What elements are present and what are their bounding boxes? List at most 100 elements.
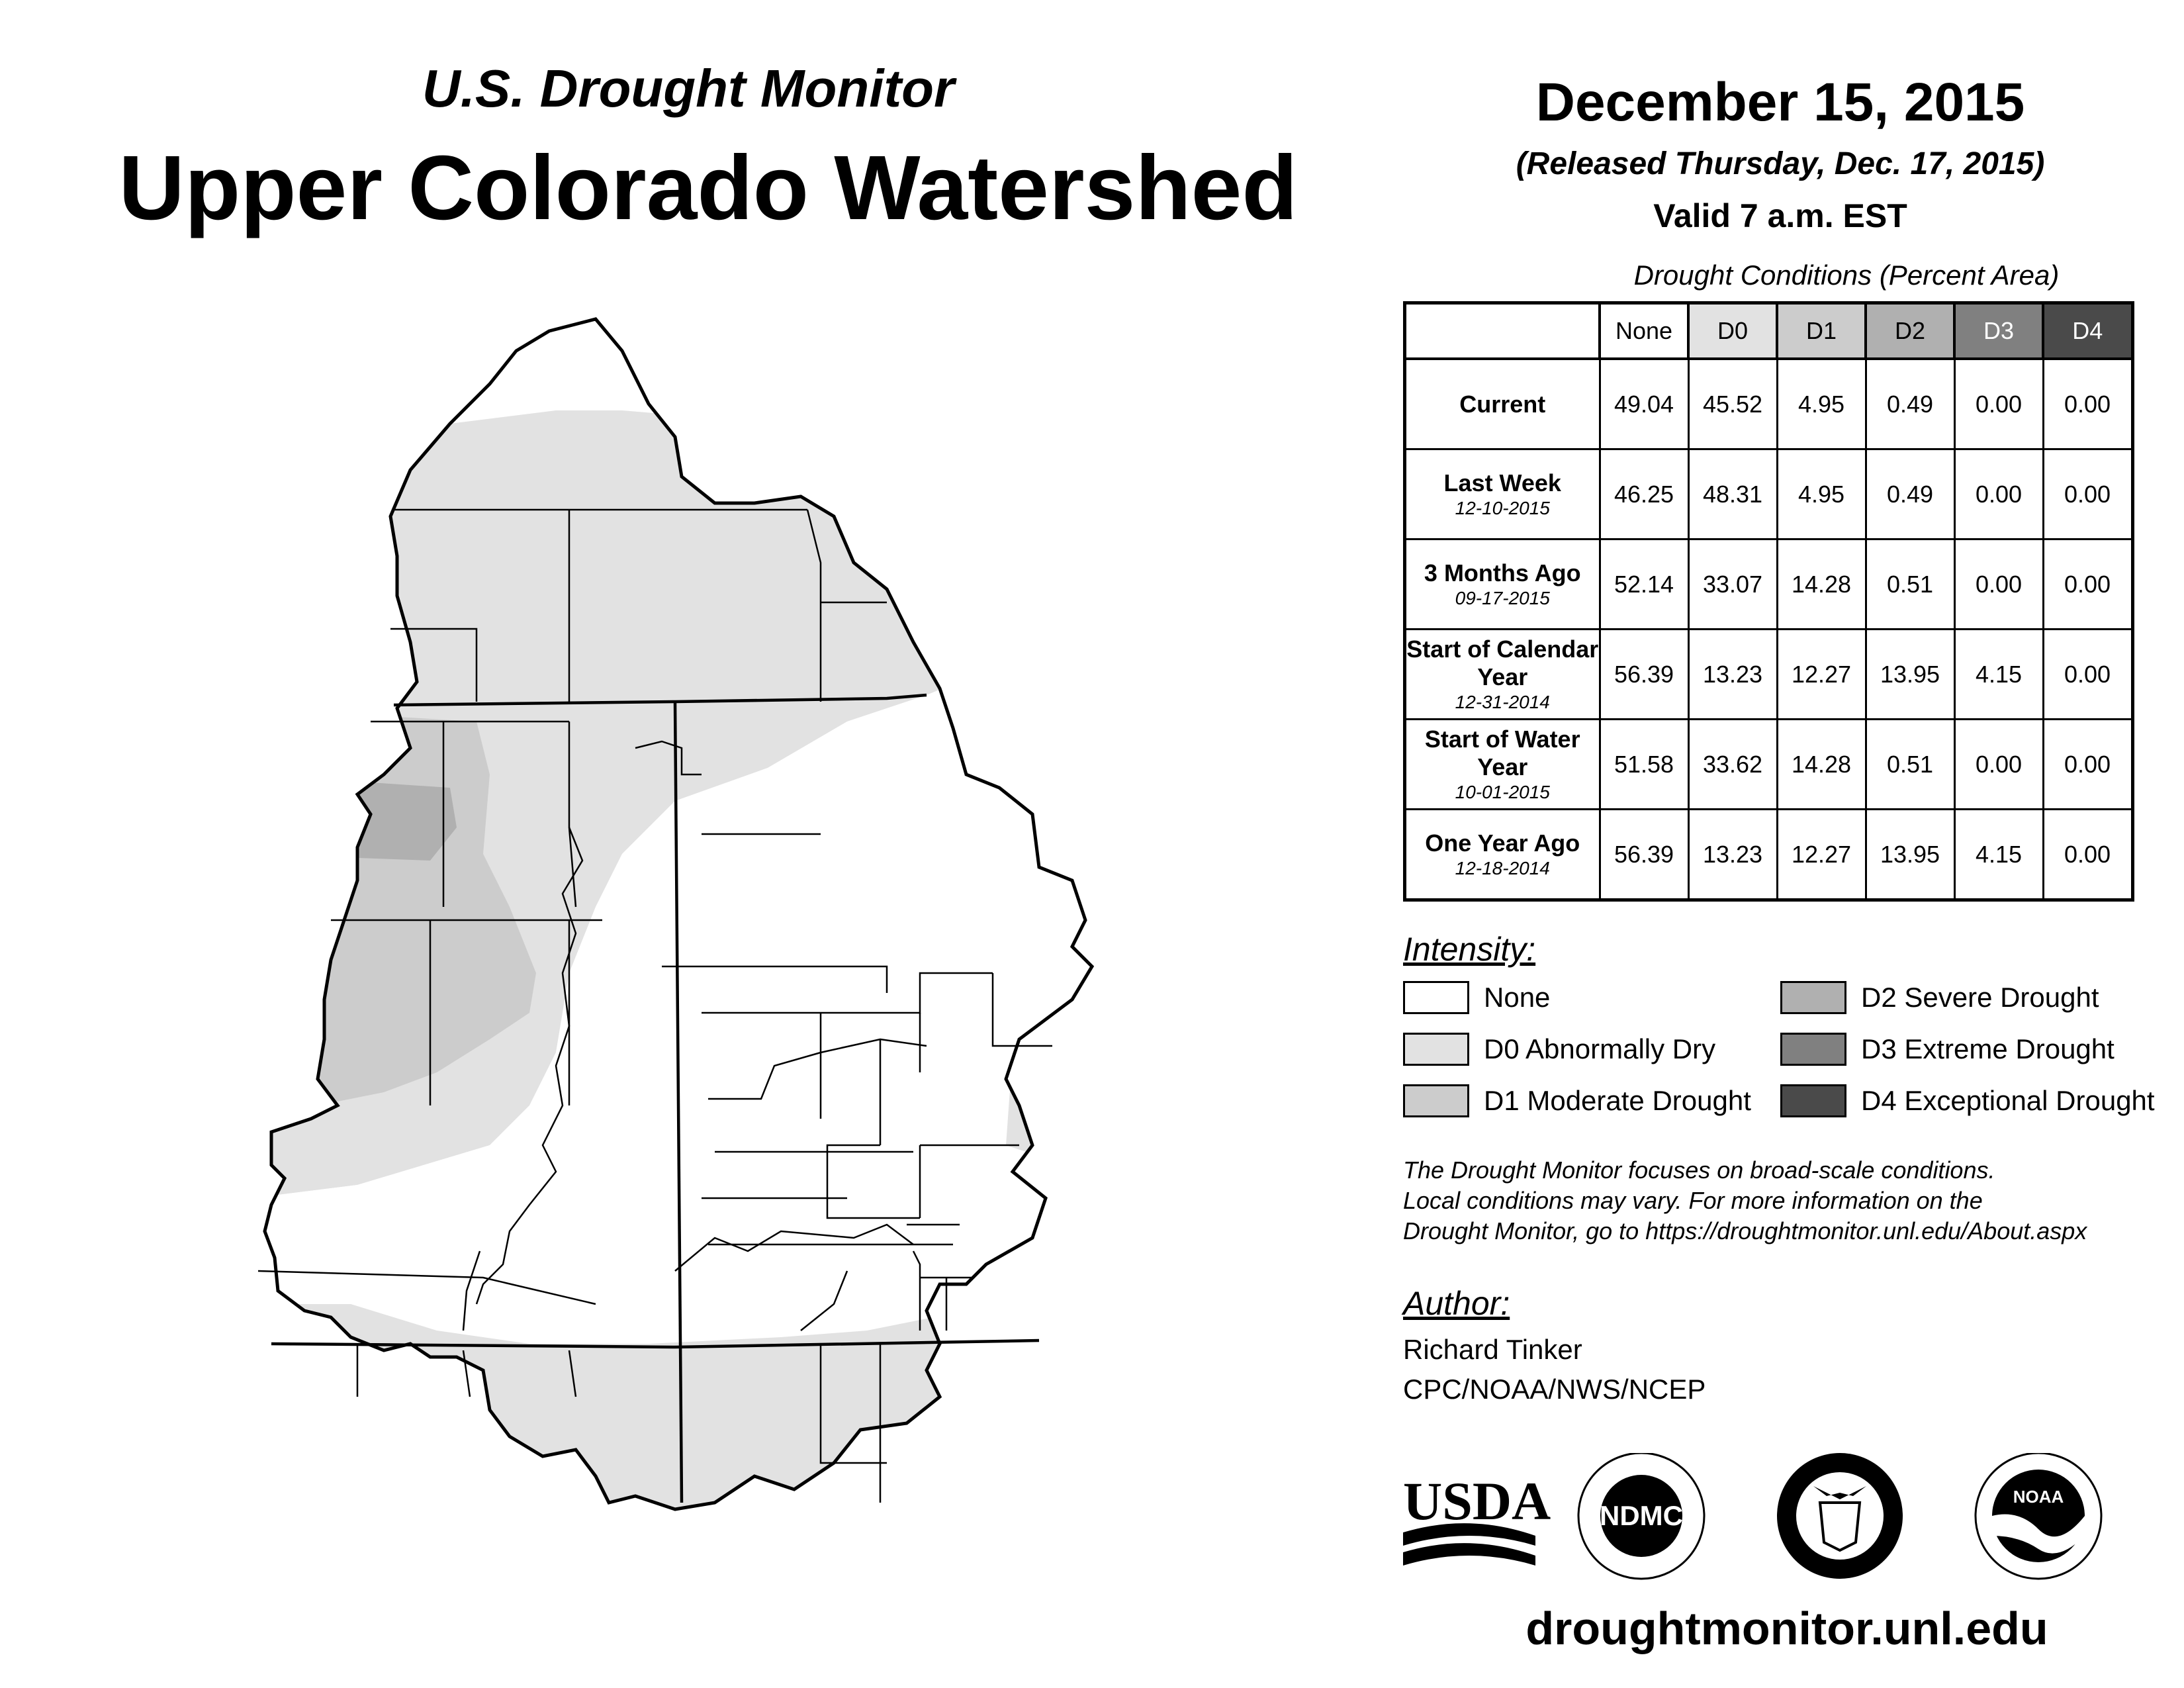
- row-date: 10-01-2015: [1455, 781, 1550, 802]
- table-cell: 4.15: [1953, 808, 2044, 901]
- disclaimer-line: The Drought Monitor focuses on broad-sca…: [1403, 1156, 1995, 1184]
- row-date: 12-10-2015: [1455, 497, 1550, 518]
- table-cell: 12.27: [1776, 628, 1867, 720]
- table-cell: 0.00: [2042, 448, 2134, 540]
- author-name: Richard Tinker: [1403, 1334, 1582, 1365]
- noaa-text: NOAA: [2013, 1487, 2064, 1507]
- disclaimer-line: Drought Monitor, go to https://droughtmo…: [1403, 1217, 2087, 1244]
- usda-text: USDA: [1403, 1471, 1551, 1531]
- table-cell: 4.95: [1776, 357, 1867, 450]
- table-cell: 14.28: [1776, 538, 1867, 630]
- table-cell: 0.00: [1953, 448, 2044, 540]
- table-cell: 0.00: [1953, 718, 2044, 810]
- basin-outline: [263, 317, 1095, 1511]
- legend-swatch: [1403, 1033, 1469, 1066]
- table-row: Last Week 12-10-2015 46.25 48.31 4.95 0.49 0.0…: [1404, 448, 2134, 540]
- drought-map: [257, 317, 1095, 1511]
- drought-conditions-table: None D0 D1 D2 D3 D4 Current 49.04 45.52 4.9…: [1403, 301, 2134, 902]
- table-cell: 13.23: [1687, 628, 1778, 720]
- table-row: One Year Ago 12-18-2014 56.39 13.23 12.27 13.…: [1404, 808, 2134, 901]
- table-cell: 13.23: [1687, 808, 1778, 901]
- county-border-river: [475, 827, 584, 1305]
- shield-icon: [1818, 1501, 1862, 1552]
- noaa-bird-icon: [1992, 1514, 2085, 1554]
- usda-logo: USDA: [1403, 1471, 1551, 1566]
- table-header-row: None D0 D1 D2 D3 D4: [1404, 301, 2134, 360]
- table-cell: 4.15: [1953, 628, 2044, 720]
- header-cell: None: [1598, 301, 1690, 360]
- table-cell: 49.04: [1598, 357, 1690, 450]
- table-cell: 56.39: [1598, 628, 1690, 720]
- row-label: 3 Months Ago 09-17-2015: [1404, 538, 1601, 630]
- table-cell: 14.28: [1776, 718, 1867, 810]
- row-label-text: Start of Water Year: [1424, 725, 1580, 780]
- table-cell: 12.27: [1776, 808, 1867, 901]
- legend-label: D4 Exceptional Drought: [1861, 1085, 2155, 1116]
- table-row: Current 49.04 45.52 4.95 0.49 0.00 0.00: [1404, 357, 2134, 450]
- table-caption: Drought Conditions (Percent Area): [1633, 259, 2060, 291]
- row-date: 12-18-2014: [1455, 857, 1550, 878]
- header-cell: D3: [1953, 301, 2044, 360]
- legend-swatch: [1780, 1084, 1846, 1117]
- commerce-seal: [1777, 1453, 1903, 1579]
- legend-label: None: [1484, 982, 1551, 1013]
- header-cell: D0: [1687, 301, 1778, 360]
- d0-region-south: [265, 1304, 1092, 1509]
- legend-swatch: [1403, 1084, 1469, 1117]
- legend-item-d3: D3 Extreme Drought: [1780, 1033, 2115, 1066]
- table-cell: 0.51: [1864, 538, 1956, 630]
- legend-label: D3 Extreme Drought: [1861, 1033, 2115, 1064]
- table-cell: 45.52: [1687, 357, 1778, 450]
- row-label-text: Last Week: [1443, 469, 1561, 496]
- row-date: 09-17-2015: [1455, 587, 1550, 608]
- legend-label: D0 Abnormally Dry: [1484, 1033, 1716, 1064]
- table-cell: 56.39: [1598, 808, 1690, 901]
- table-cell: 0.49: [1864, 448, 1956, 540]
- row-label-text: 3 Months Ago: [1424, 559, 1581, 586]
- none-region-north-tip: [450, 319, 702, 437]
- header-blank-cell: [1404, 303, 1600, 360]
- author-heading: Author:: [1403, 1285, 1510, 1322]
- legend-item-d1: D1 Moderate Drought: [1403, 1084, 1751, 1117]
- legend-item-d4: D4 Exceptional Drought: [1780, 1084, 2155, 1117]
- table-cell: 46.25: [1598, 448, 1690, 540]
- ndmc-text: NDMC: [1600, 1500, 1683, 1531]
- author-org: CPC/NOAA/NWS/NCEP: [1403, 1374, 1706, 1405]
- map-subtitle: U.S. Drought Monitor: [422, 59, 955, 118]
- row-label-text: One Year Ago: [1425, 829, 1580, 857]
- map-title: Upper Colorado Watershed: [118, 137, 1298, 239]
- usda-swoosh: [1403, 1523, 1535, 1546]
- website-url[interactable]: droughtmonitor.unl.edu: [1525, 1603, 2048, 1654]
- d2-region: [265, 774, 457, 861]
- table-cell: 52.14: [1598, 538, 1690, 630]
- header-cell: D2: [1864, 301, 1956, 360]
- legend-swatch: [1780, 1033, 1846, 1066]
- row-label: One Year Ago 12-18-2014: [1404, 808, 1601, 901]
- row-label: Current: [1404, 357, 1601, 450]
- row-date: 12-31-2014: [1455, 691, 1550, 712]
- table-cell: 0.00: [2042, 357, 2134, 450]
- table-row: Start of Water Year 10-01-2015 51.58 33.62 1…: [1404, 718, 2134, 810]
- table-cell: 0.00: [2042, 538, 2134, 630]
- legend-label: D2 Severe Drought: [1861, 982, 2099, 1013]
- table-cell: 13.95: [1864, 628, 1956, 720]
- legend-item-d2: D2 Severe Drought: [1780, 981, 2099, 1014]
- intensity-heading: Intensity:: [1403, 931, 1536, 968]
- table-cell: 51.58: [1598, 718, 1690, 810]
- row-label: Last Week 12-10-2015: [1404, 448, 1601, 540]
- table-cell: 0.00: [2042, 628, 2134, 720]
- table-cell: 13.95: [1864, 808, 1956, 901]
- table-cell: 48.31: [1687, 448, 1778, 540]
- ndmc-logo: NDMC: [1577, 1453, 1706, 1580]
- legend-item-none: None: [1403, 981, 1550, 1014]
- date-block: December 15, 2015 (Released Thursday, De…: [1423, 71, 2138, 235]
- map-date: December 15, 2015: [1535, 72, 2025, 132]
- release-date: (Released Thursday, Dec. 17, 2015): [1516, 146, 2045, 181]
- eagle-icon: [1813, 1486, 1866, 1499]
- table-cell: 33.62: [1687, 718, 1778, 810]
- legend-label: D1 Moderate Drought: [1484, 1085, 1751, 1116]
- usda-swoosh: [1403, 1543, 1535, 1566]
- table-cell: 0.00: [2042, 718, 2134, 810]
- row-label: Start of Water Year 10-01-2015: [1404, 718, 1601, 810]
- table-cell: 0.00: [1953, 538, 2044, 630]
